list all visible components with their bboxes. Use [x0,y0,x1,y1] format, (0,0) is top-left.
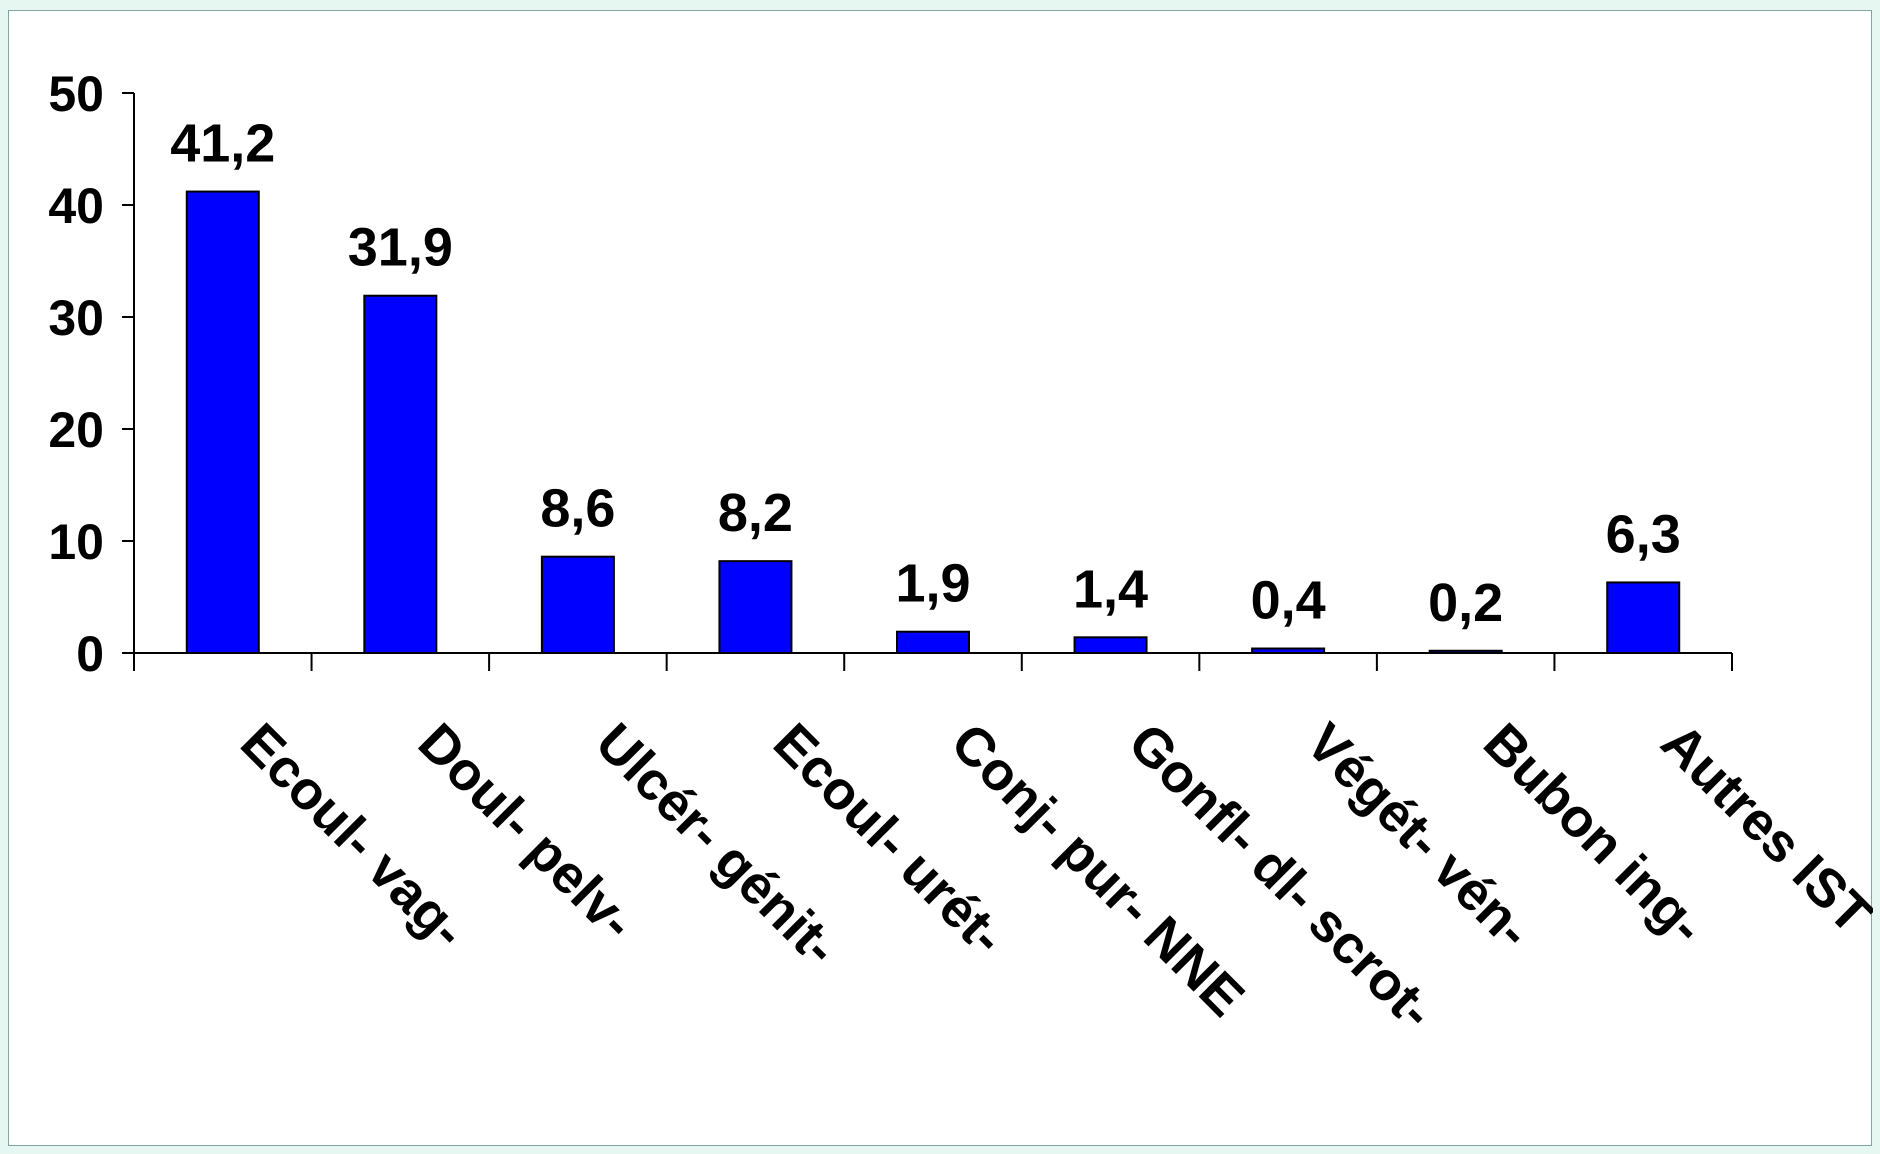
data-label: 41,2 [170,114,275,174]
data-label: 0,2 [1428,573,1503,633]
y-tick-label: 0 [76,626,104,682]
data-label: 1,9 [895,554,970,614]
y-tick-label: 50 [48,66,104,122]
axes: 0 10 20 30 40 50 [48,66,1733,682]
bar [1073,636,1148,655]
category-label: Gonfl- dl- scrot- [1117,712,1446,1041]
bar [718,560,793,654]
bars [185,190,1681,655]
data-label: 8,6 [540,479,615,539]
data-label: 31,9 [348,218,453,278]
data-label: 8,2 [718,483,793,543]
y-tick-label: 40 [48,178,104,234]
y-tick-label: 10 [48,514,104,570]
bar [185,190,260,654]
data-label: 0,4 [1251,571,1326,631]
bar [1428,649,1503,655]
y-tick-label: 20 [48,402,104,458]
bar [1606,581,1681,654]
bar [540,555,615,654]
bar [896,630,970,654]
chart-frame: 0 10 20 30 40 50 41,2 Ecoul- vag- 31,9 Doul- pel… [8,10,1873,1146]
bar [363,294,438,654]
bar [1251,647,1326,655]
data-label: 6,3 [1606,504,1681,564]
data-label: 1,4 [1073,559,1148,619]
y-tick-label: 30 [48,290,104,346]
